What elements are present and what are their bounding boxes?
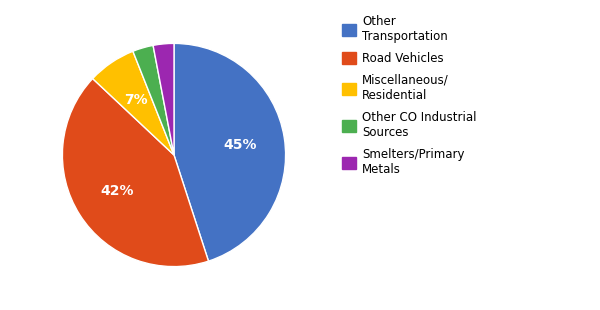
Wedge shape [133, 45, 174, 155]
Text: 45%: 45% [223, 138, 257, 152]
Legend: Other
Transportation, Road Vehicles, Miscellaneous/
Residential, Other CO Indust: Other Transportation, Road Vehicles, Mis… [342, 15, 476, 176]
Wedge shape [174, 43, 286, 261]
Text: 7%: 7% [125, 93, 148, 107]
Wedge shape [62, 79, 208, 267]
Wedge shape [153, 43, 174, 155]
Text: 42%: 42% [101, 184, 134, 198]
Wedge shape [92, 51, 174, 155]
